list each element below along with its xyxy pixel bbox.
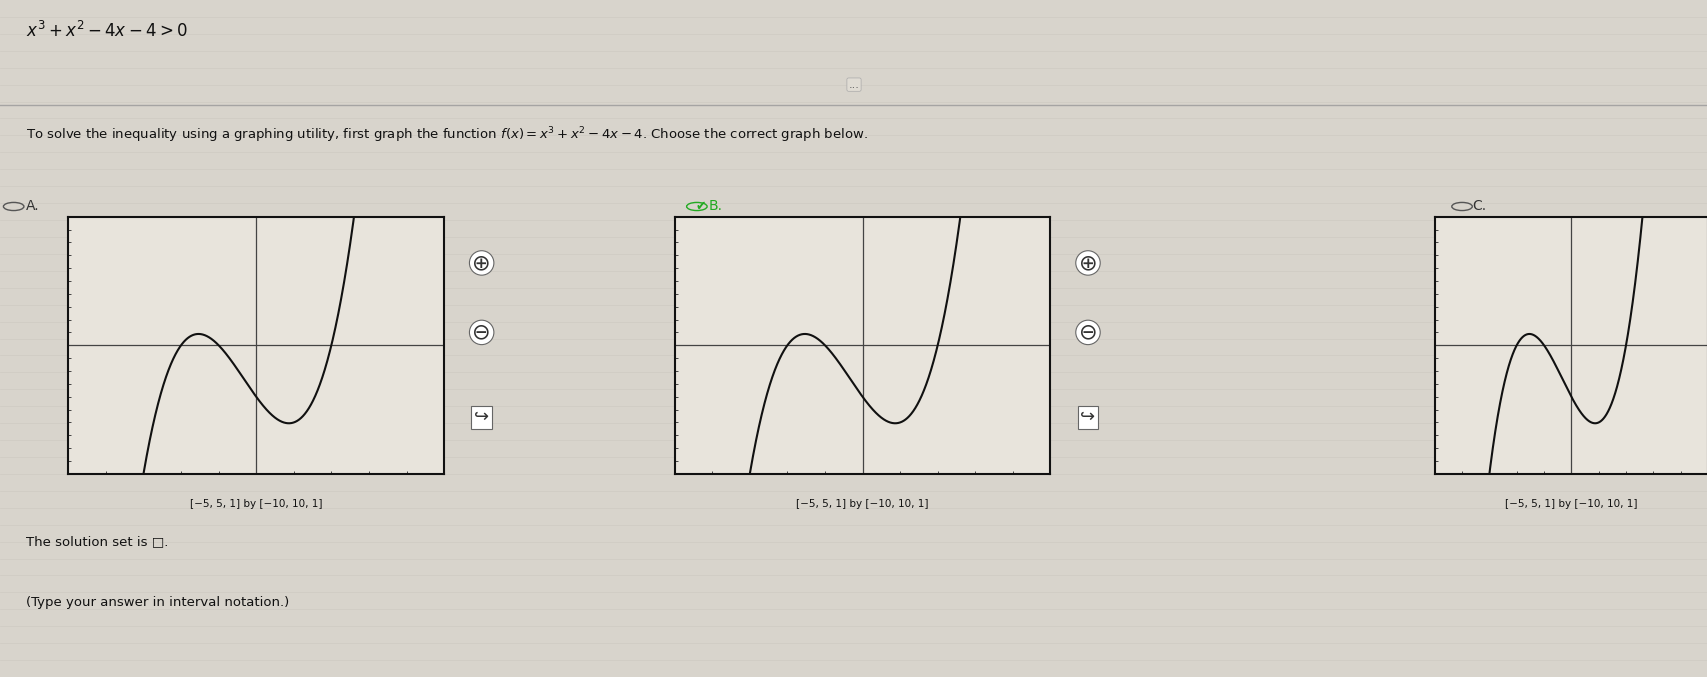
Text: ⊕: ⊕ [1079,253,1096,273]
Text: [−5, 5, 1] by [−10, 10, 1]: [−5, 5, 1] by [−10, 10, 1] [1504,500,1637,509]
Text: [−5, 5, 1] by [−10, 10, 1]: [−5, 5, 1] by [−10, 10, 1] [189,500,323,509]
Text: ⊕: ⊕ [473,253,490,273]
Text: The solution set is □.: The solution set is □. [26,535,167,548]
Text: B.: B. [708,200,722,213]
Text: ⊖: ⊖ [473,322,490,343]
Text: To solve the inequality using a graphing utility, first graph the function $f(x): To solve the inequality using a graphing… [26,126,867,145]
Text: ↪: ↪ [1081,408,1094,427]
Text: $x^3 + x^2 - 4x - 4 > 0$: $x^3 + x^2 - 4x - 4 > 0$ [26,20,188,41]
Text: A.: A. [26,200,39,213]
Text: ↪: ↪ [475,408,488,427]
Text: ⊖: ⊖ [1079,322,1096,343]
Text: (Type your answer in interval notation.): (Type your answer in interval notation.) [26,596,288,609]
Text: ✔: ✔ [695,200,705,213]
Text: [−5, 5, 1] by [−10, 10, 1]: [−5, 5, 1] by [−10, 10, 1] [795,500,929,509]
Text: C.: C. [1471,200,1485,213]
Text: ...: ... [848,80,859,89]
